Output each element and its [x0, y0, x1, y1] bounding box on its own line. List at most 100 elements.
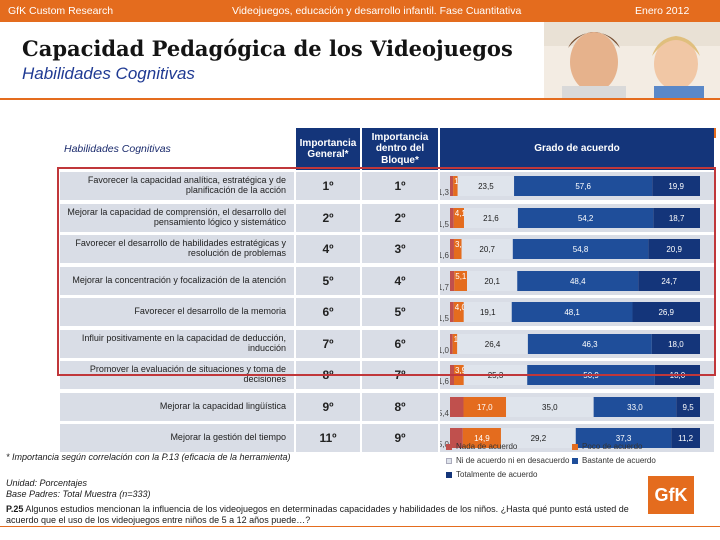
col-header-importancia-general: Importancia General* — [296, 128, 360, 170]
bar-data-label: 24,7 — [661, 277, 677, 286]
stacked-bar-svg: 1,5 4,0 19,1 48,1 26,9 — [438, 302, 700, 323]
header-photo — [544, 22, 720, 98]
bar-segment — [450, 302, 454, 322]
bar-data-label: 17,0 — [477, 403, 493, 412]
bar-data-label: 3,9 — [455, 366, 467, 375]
bar-segment — [671, 428, 700, 448]
bar-data-label: 33,0 — [627, 403, 643, 412]
bar-data-label: 1,3 — [440, 188, 450, 197]
bar-data-label: 18,7 — [669, 214, 685, 223]
bar-segment — [517, 207, 654, 228]
col-header-grado: Grado de acuerdo — [440, 128, 714, 170]
bar-cell: 5,4 17,0 35,0 33,0 9,5 — [438, 392, 714, 421]
bar-segment — [648, 239, 700, 259]
table-row: Mejorar la concentración y focalización … — [60, 266, 714, 295]
importancia-general: 4º — [296, 235, 360, 263]
bar-data-label: 11,2 — [678, 434, 694, 443]
bar-segment — [450, 270, 455, 291]
bar-data-label: 20,7 — [479, 245, 495, 254]
bar-data-label: 4,0 — [455, 303, 467, 312]
highlight-outline — [57, 167, 716, 376]
units-note: Unidad: Porcentajes Base Padres: Total M… — [6, 478, 151, 500]
page-title: Capacidad Pedagógica de los Videojuegos — [22, 36, 513, 61]
bar-cell: 1,6 3,1 20,7 54,8 20,9 — [438, 235, 714, 263]
col-header-importancia-bloque: Importancia dentro del Bloque* — [362, 128, 438, 170]
bar-data-label: 1,6 — [440, 251, 450, 260]
stacked-bar-svg: 1,01,726,446,318,0 — [438, 333, 700, 355]
legend-item-poco: Poco de acuerdo — [572, 442, 643, 451]
stacked-bar-svg: 5,4 17,0 35,0 33,0 9,5 — [438, 396, 700, 418]
table-row: Mejorar la capacidad lingüística 9º 8º 5,4 1… — [60, 392, 714, 421]
row-header-label: Habilidades Cognitivas — [64, 143, 171, 155]
bar-segment — [453, 176, 458, 196]
legend-swatch-bastante — [572, 457, 578, 464]
stacked-bar-svg: 1,6 3,1 20,7 54,8 20,9 — [438, 239, 700, 260]
bar-segment — [575, 428, 672, 448]
bar-data-label: 48,4 — [570, 277, 586, 286]
bar-segment — [450, 207, 454, 228]
bar-data-label: 35,0 — [542, 403, 558, 412]
gfk-logo: GfK — [648, 476, 694, 514]
importancia-general: 2º — [296, 203, 360, 232]
stacked-bar-svg: 1,31,923,557,619,9 — [438, 176, 700, 197]
row-label: Mejorar la gestión del tiempo — [60, 424, 294, 452]
question-body: Algunos estudios mencionan la influencia… — [6, 504, 629, 525]
header-right: Enero 2012 — [635, 5, 690, 17]
bar-segment — [452, 333, 458, 354]
bar-data-label: 20,1 — [484, 277, 500, 286]
bar-segment — [514, 176, 653, 196]
bar-data-label: 4,1 — [455, 209, 467, 218]
bar-segment — [467, 270, 518, 291]
bar-data-label: 54,2 — [578, 214, 594, 223]
page-subtitle: Habilidades Cognitivas — [22, 64, 195, 83]
row-label: Favorecer el desarrollo de habilidades e… — [60, 235, 294, 263]
header-rule — [0, 98, 720, 100]
bar-segment — [500, 428, 576, 448]
bar-segment — [453, 302, 464, 322]
bar-cell: 1,31,923,557,619,9 — [438, 172, 714, 200]
bar-segment — [506, 396, 594, 417]
row-label: Mejorar la concentración y focalización … — [60, 266, 294, 295]
legend-item-nada: Nada de acuerdo — [446, 442, 517, 451]
bar-segment — [527, 333, 652, 354]
bar-data-label: 1,5 — [440, 220, 450, 229]
bar-segment — [593, 396, 677, 417]
importancia-general: 11º — [296, 424, 360, 452]
legend-swatch-poco — [572, 443, 578, 450]
bar-segment — [512, 239, 649, 259]
bar-data-label: 57,6 — [575, 182, 591, 191]
bar-segment — [517, 270, 639, 291]
bar-segment — [463, 207, 518, 228]
legend-label-totalmente: Totalmente de acuerdo — [456, 470, 538, 479]
importancia-general: 5º — [296, 266, 360, 295]
bar-data-label: 1,7 — [440, 283, 450, 292]
bar-data-label: 18,0 — [668, 340, 684, 349]
bar-data-label: 26,4 — [485, 340, 501, 349]
bar-data-label: 5,4 — [440, 409, 450, 418]
bar-cell: 5,0 14,9 29,2 37,3 11,2 — [438, 424, 714, 452]
bar-segment — [461, 239, 513, 259]
importancia-general: 9º — [296, 392, 360, 421]
row-label: Mejorar la capacidad de comprensión, el … — [60, 203, 294, 232]
bar-data-label: 19,9 — [668, 182, 684, 191]
bar-data-label: 1,6 — [440, 377, 450, 386]
legend-label-bastante: Bastante de acuerdo — [582, 456, 656, 465]
bar-segment — [453, 207, 464, 228]
bar-data-label: 26,9 — [658, 308, 674, 317]
legend-item-totalmente: Totalmente de acuerdo — [446, 470, 537, 479]
importancia-bloque: 9º — [362, 424, 438, 452]
importancia-bloque: 6º — [362, 329, 438, 358]
bar-data-label: 46,3 — [582, 340, 598, 349]
stacked-bar-svg: 1,7 5,1 20,1 48,4 24,7 — [438, 270, 700, 292]
header-left: GfK Custom Research — [8, 5, 114, 17]
table-row: Favorecer el desarrollo de la memoria 6º 5… — [60, 298, 714, 326]
table-row: Mejorar la capacidad de comprensión, el … — [60, 203, 714, 232]
bar-cell: 1,5 4,0 19,1 48,1 26,9 — [438, 298, 714, 326]
bar-segment — [463, 302, 512, 322]
legend-swatch-ni — [446, 457, 452, 464]
bar-segment — [511, 302, 633, 322]
legend-label-ni: Ni de acuerdo ni en desacuerdo — [456, 456, 570, 465]
bar-segment — [638, 270, 700, 291]
bar-segment — [453, 239, 462, 259]
